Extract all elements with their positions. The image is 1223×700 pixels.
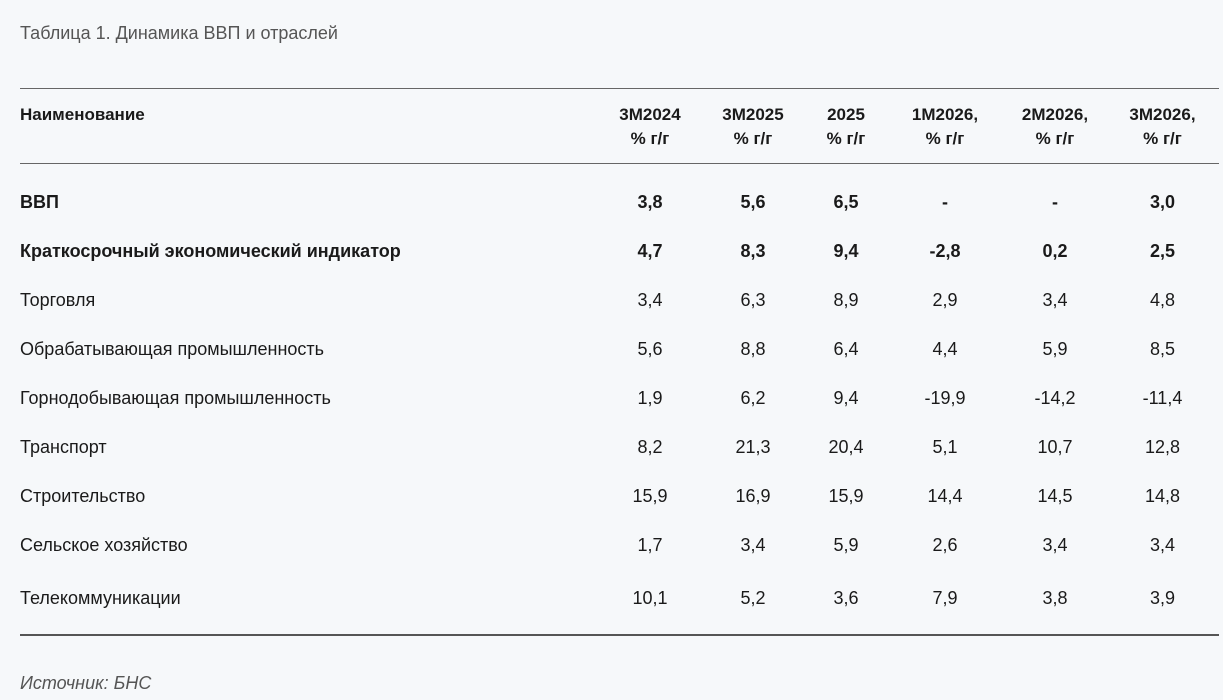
cell-value: 3,4 — [1042, 535, 1068, 555]
cell-value: -19,9 — [924, 388, 966, 408]
header-name: Наименование — [20, 105, 145, 124]
row-name: Обрабатывающая промышленность — [20, 339, 325, 359]
cell-value: 3,8 — [637, 192, 663, 212]
cell-value: 3,4 — [740, 535, 766, 555]
cell-value: 14,8 — [1144, 486, 1181, 506]
column-header: 2025 % г/г — [806, 89, 886, 164]
cell-value: 1,7 — [637, 535, 663, 555]
row-name: Краткосрочный экономический индикатор — [20, 241, 401, 261]
cell-value: 4,8 — [1149, 290, 1176, 310]
cell-value: - — [1052, 192, 1058, 212]
cell-value: -2,8 — [929, 241, 961, 261]
table-row: Транспорт 8,2 21,3 20,4 5,1 10,7 12,8 — [20, 423, 1219, 472]
column-header-unit: % г/г — [925, 129, 965, 148]
table-title: Таблица 1. Динамика ВВП и отраслей — [20, 23, 338, 43]
cell-value: 8,9 — [833, 290, 859, 310]
column-header: 1M2026, % г/г — [886, 89, 1004, 164]
header-row: Наименование 3M2024 % г/г 3M2025 % г/г 2025%… — [20, 88, 1219, 164]
table-row: Горнодобывающая промышленность 1,9 6,2 9,4 -… — [20, 374, 1219, 423]
source-note: Источник: БНС — [20, 673, 152, 693]
cell-value: 3,0 — [1149, 192, 1176, 212]
cell-value: - — [942, 192, 948, 212]
column-header-period: 3M2025 — [722, 105, 784, 124]
cell-value: 8,2 — [637, 437, 663, 457]
cell-value: 3,8 — [1042, 587, 1068, 608]
cell-value: 5,6 — [740, 192, 766, 212]
cell-value: 21,3 — [735, 437, 771, 457]
cell-value: 6,4 — [833, 339, 859, 359]
table-row: Строительство 15,9 16,9 15,9 14,4 14,5 14,8 — [20, 472, 1219, 521]
cell-value: 3,4 — [1149, 535, 1176, 555]
cell-value: 16,9 — [735, 486, 771, 506]
column-header-period: 1M2026, — [911, 105, 979, 124]
table-body: ВВП 3,8 5,6 6,5 - - 3,0 Краткосрочный экономиче… — [20, 164, 1219, 635]
cell-value: 5,1 — [932, 437, 958, 457]
column-header: 3M2025 % г/г — [700, 89, 806, 164]
cell-value: 3,6 — [833, 587, 859, 608]
table-row: Телекоммуникации 10,1 5,2 3,6 7,9 3,8 3,9 — [20, 570, 1219, 635]
cell-value: 14,4 — [927, 486, 963, 506]
cell-value: 3,4 — [1042, 290, 1068, 310]
cell-value: -14,2 — [1034, 388, 1076, 408]
cell-value: 10,7 — [1037, 437, 1073, 457]
cell-value: 5,2 — [740, 587, 766, 608]
cell-value: 9,4 — [833, 241, 859, 261]
column-header-period: 2025 — [827, 105, 865, 124]
column-header-unit: % г/г — [1035, 129, 1075, 148]
column-header-unit: % г/г — [733, 129, 773, 148]
row-name: Сельское хозяйство — [20, 535, 188, 555]
cell-value: 15,9 — [828, 486, 864, 506]
cell-value: 4,7 — [637, 241, 663, 261]
cell-value: 3,9 — [1149, 587, 1176, 608]
cell-value: 1,9 — [637, 388, 663, 408]
cell-value: 20,4 — [828, 437, 864, 457]
cell-value: 7,9 — [932, 587, 958, 608]
cell-value: 3,4 — [637, 290, 663, 310]
cell-value: 4,4 — [932, 339, 958, 359]
column-header-unit: % г/г — [826, 129, 866, 148]
column-header-period: 3M2026, — [1129, 105, 1196, 124]
column-header-period: 3M2024 — [619, 105, 681, 124]
column-header: 3M2026, % г/г — [1106, 89, 1219, 164]
column-header-unit: % г/г — [630, 129, 670, 148]
table-row: Обрабатывающая промышленность 5,6 8,8 6,4 4,… — [20, 325, 1219, 374]
gdp-table: Наименование 3M2024 % г/г 3M2025 % г/г 2025%… — [20, 88, 1219, 636]
cell-value: 12,8 — [1144, 437, 1181, 457]
cell-value: 0,2 — [1042, 241, 1068, 261]
cell-value: 5,9 — [833, 535, 859, 555]
cell-value: 2,6 — [932, 535, 958, 555]
cell-value: 8,5 — [1149, 339, 1176, 359]
row-name: Торговля — [20, 290, 96, 310]
table-row: ВВП 3,8 5,6 6,5 - - 3,0 — [20, 164, 1219, 228]
cell-value: 6,5 — [833, 192, 859, 212]
cell-value: -11,4 — [1142, 388, 1183, 408]
cell-value: 9,4 — [833, 388, 859, 408]
cell-value: 5,6 — [637, 339, 663, 359]
row-name: Горнодобывающая промышленность — [20, 388, 331, 408]
table-row: Торговля 3,4 6,3 8,9 2,9 3,4 4,8 — [20, 276, 1219, 325]
cell-value: 8,8 — [740, 339, 766, 359]
cell-value: 10,1 — [632, 587, 668, 608]
cell-value: 6,3 — [740, 290, 766, 310]
cell-value: 2,5 — [1149, 241, 1176, 261]
column-header: 2M2026, % г/г — [1004, 89, 1106, 164]
cell-value: 6,2 — [740, 388, 766, 408]
column-header-period: 2M2026, — [1021, 105, 1089, 124]
cell-value: 14,5 — [1037, 486, 1073, 506]
row-name: Транспорт — [20, 437, 107, 457]
row-name: Строительство — [20, 486, 146, 506]
column-header: 3M2024 % г/г — [600, 89, 700, 164]
row-name: Телекоммуникации — [20, 587, 181, 608]
cell-value: 2,9 — [932, 290, 958, 310]
cell-value: 8,3 — [740, 241, 766, 261]
table-row: Сельское хозяйство 1,7 3,4 5,9 2,6 3,4 3,4 — [20, 521, 1219, 570]
row-name: ВВП — [20, 192, 59, 212]
table-row: Краткосрочный экономический индикатор 4,7… — [20, 227, 1219, 276]
cell-value: 15,9 — [632, 486, 668, 506]
cell-value: 5,9 — [1042, 339, 1068, 359]
column-header-unit: % г/г — [1143, 129, 1182, 148]
